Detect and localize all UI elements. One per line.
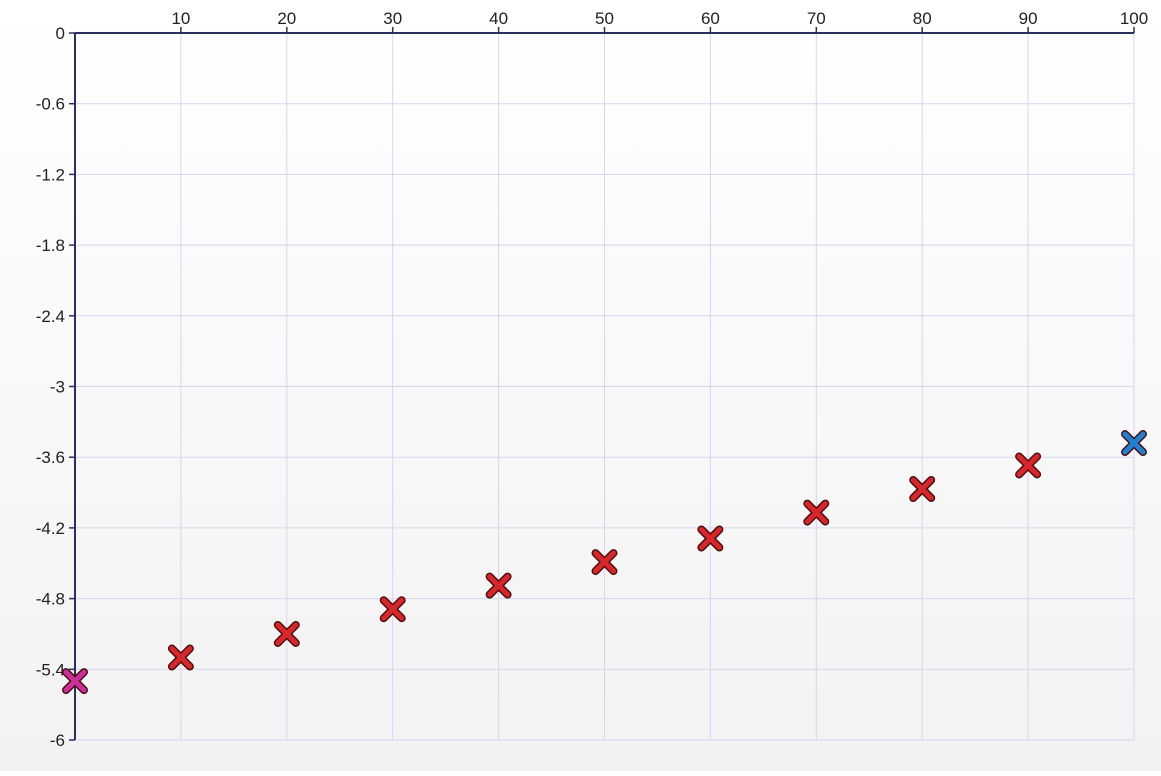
x-tick-label: 30 bbox=[383, 9, 402, 28]
data-point-marker bbox=[803, 499, 830, 526]
data-point-marker bbox=[1121, 430, 1147, 457]
data-point-marker bbox=[591, 549, 618, 576]
y-tick-label: 0 bbox=[56, 24, 65, 43]
tick-labels: 0 -0.6 -1.2 -1.8 -2.4 -3 -3.6 -4.2 -4.8 -5.4 -6 10 2… bbox=[36, 9, 1148, 750]
x-tick-label: 40 bbox=[489, 9, 508, 28]
y-tick-label: -2.4 bbox=[36, 307, 65, 326]
x-tick-label: 50 bbox=[595, 9, 614, 28]
y-tick-label: -6 bbox=[50, 731, 65, 750]
axes bbox=[69, 27, 1135, 741]
y-tick-label: -1.2 bbox=[36, 165, 65, 184]
x-tick-label: 90 bbox=[1019, 9, 1038, 28]
y-tick-label: -4.2 bbox=[36, 519, 65, 538]
y-tick-label: -5.4 bbox=[36, 660, 65, 679]
data-point-marker bbox=[697, 525, 724, 552]
y-tick-label: -0.6 bbox=[36, 95, 65, 114]
data-point-marker bbox=[62, 668, 88, 695]
data-markers bbox=[62, 430, 1147, 695]
y-tick-label: -1.8 bbox=[36, 236, 65, 255]
gridlines bbox=[75, 32, 1135, 741]
x-tick-label: 100 bbox=[1120, 9, 1148, 28]
x-tick-label: 10 bbox=[171, 9, 190, 28]
x-tick-label: 20 bbox=[277, 9, 296, 28]
y-tick-label: -4.8 bbox=[36, 590, 65, 609]
data-point-marker bbox=[1015, 452, 1042, 479]
data-point-marker bbox=[379, 596, 406, 623]
data-point-marker bbox=[273, 620, 300, 647]
y-tick-label: -3 bbox=[50, 378, 65, 397]
x-tick-label: 80 bbox=[913, 9, 932, 28]
x-tick-label: 60 bbox=[701, 9, 720, 28]
x-tick-label: 70 bbox=[807, 9, 826, 28]
y-tick-label: -3.6 bbox=[36, 448, 65, 467]
data-point-marker bbox=[909, 476, 936, 503]
data-point-marker bbox=[167, 644, 194, 671]
data-point-marker bbox=[485, 572, 512, 599]
